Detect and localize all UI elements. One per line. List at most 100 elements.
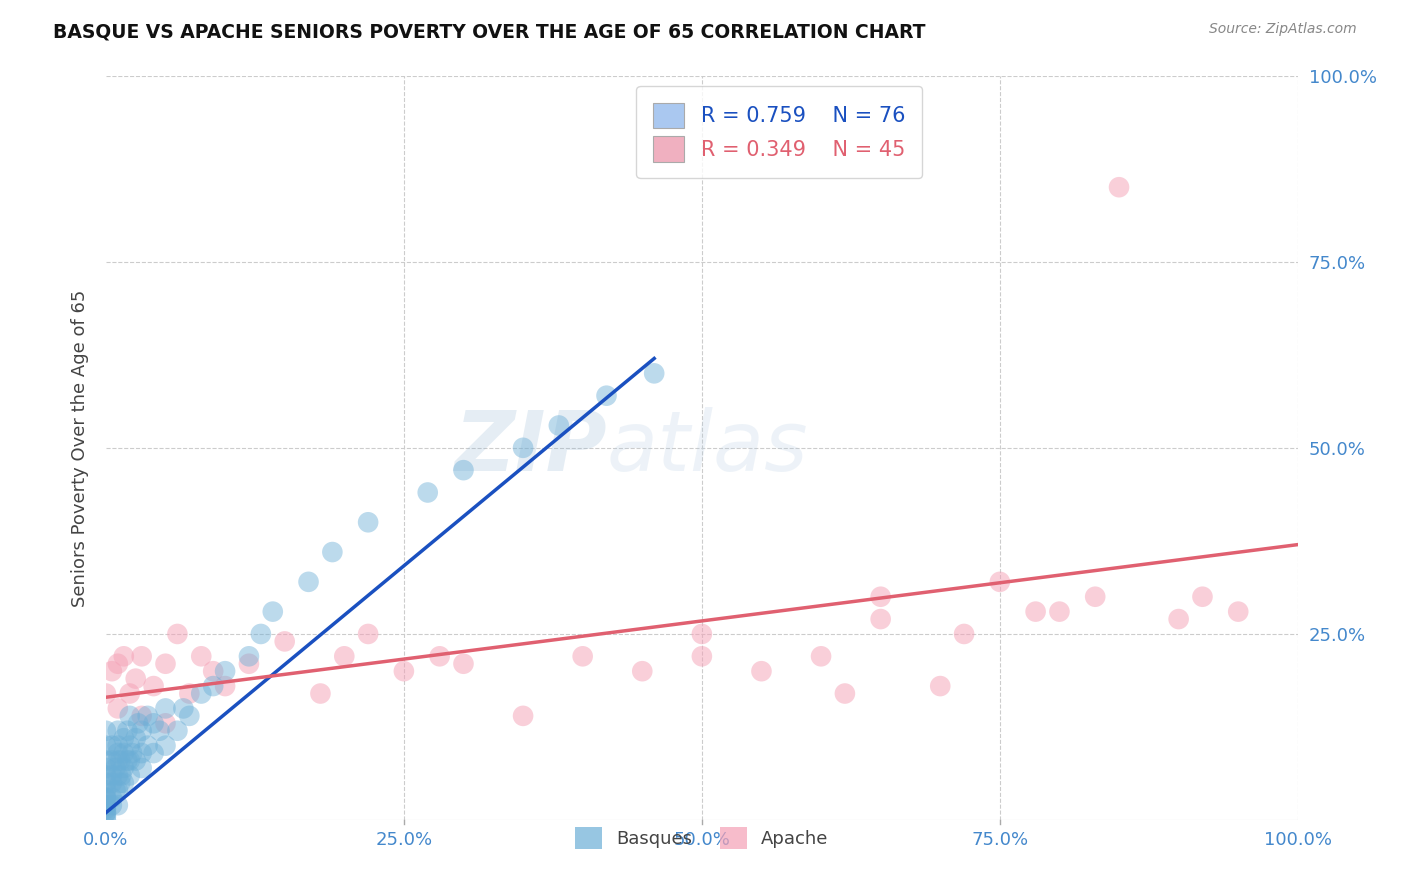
Point [118,709,141,723]
Point [179,709,201,723]
Point [94,739,117,753]
Point [94,805,117,820]
Point [101,664,124,678]
Point [125,754,148,768]
Point [107,754,129,768]
Point [112,649,135,664]
Point [1167,612,1189,626]
Point [155,739,177,753]
Legend: Basques, Apache: Basques, Apache [561,813,844,863]
Point [1227,605,1250,619]
Point [131,746,153,760]
Point [142,746,165,760]
Text: BASQUE VS APACHE SENIORS POVERTY OVER THE AGE OF 65 CORRELATION CHART: BASQUE VS APACHE SENIORS POVERTY OVER TH… [53,22,927,41]
Point [101,768,124,782]
Point [190,649,212,664]
Point [107,739,129,753]
Point [94,809,117,823]
Point [512,441,534,455]
Point [94,798,117,813]
Point [155,716,177,731]
Point [131,761,153,775]
Point [202,679,225,693]
Point [690,649,713,664]
Point [595,389,617,403]
Point [107,701,129,715]
Point [142,679,165,693]
Point [121,746,143,760]
Point [94,768,117,782]
Point [107,768,129,782]
Point [238,657,260,671]
Point [297,574,319,589]
Point [131,709,153,723]
Point [112,746,135,760]
Point [988,574,1011,589]
Point [112,776,135,790]
Point [125,731,148,746]
Point [94,798,117,813]
Point [214,679,236,693]
Point [179,686,201,700]
Point [108,754,131,768]
Point [94,783,117,797]
Point [1084,590,1107,604]
Point [357,516,380,530]
Point [107,783,129,797]
Point [107,746,129,760]
Text: atlas: atlas [606,408,808,488]
Point [118,768,141,782]
Point [94,813,117,827]
Point [101,739,124,753]
Text: Source: ZipAtlas.com: Source: ZipAtlas.com [1209,22,1357,37]
Point [112,761,135,775]
Point [453,463,475,477]
Point [571,649,593,664]
Point [172,701,194,715]
Point [512,709,534,723]
Point [547,418,569,433]
Point [190,686,212,700]
Point [166,627,188,641]
Point [392,664,415,678]
Point [1108,180,1130,194]
Point [118,686,141,700]
Point [309,686,332,700]
Point [94,790,117,805]
Point [127,716,149,731]
Point [416,485,439,500]
Point [104,783,127,797]
Point [117,723,139,738]
Point [94,686,117,700]
Point [429,649,451,664]
Point [118,739,141,753]
Point [104,761,127,775]
Point [810,649,832,664]
Point [136,709,159,723]
Point [94,723,117,738]
Point [929,679,952,693]
Point [238,649,260,664]
Point [101,776,124,790]
Point [94,802,117,816]
Point [834,686,856,700]
Point [131,723,153,738]
Point [110,768,132,782]
Point [155,701,177,715]
Point [107,723,129,738]
Point [357,627,380,641]
Point [333,649,356,664]
Point [136,739,159,753]
Point [166,723,188,738]
Point [107,798,129,813]
Point [94,754,117,768]
Point [94,761,117,775]
Point [869,590,891,604]
Point [869,612,891,626]
Point [1191,590,1213,604]
Point [1049,605,1071,619]
Point [453,657,475,671]
Text: ZIP: ZIP [454,408,606,488]
Point [125,672,148,686]
Point [155,657,177,671]
